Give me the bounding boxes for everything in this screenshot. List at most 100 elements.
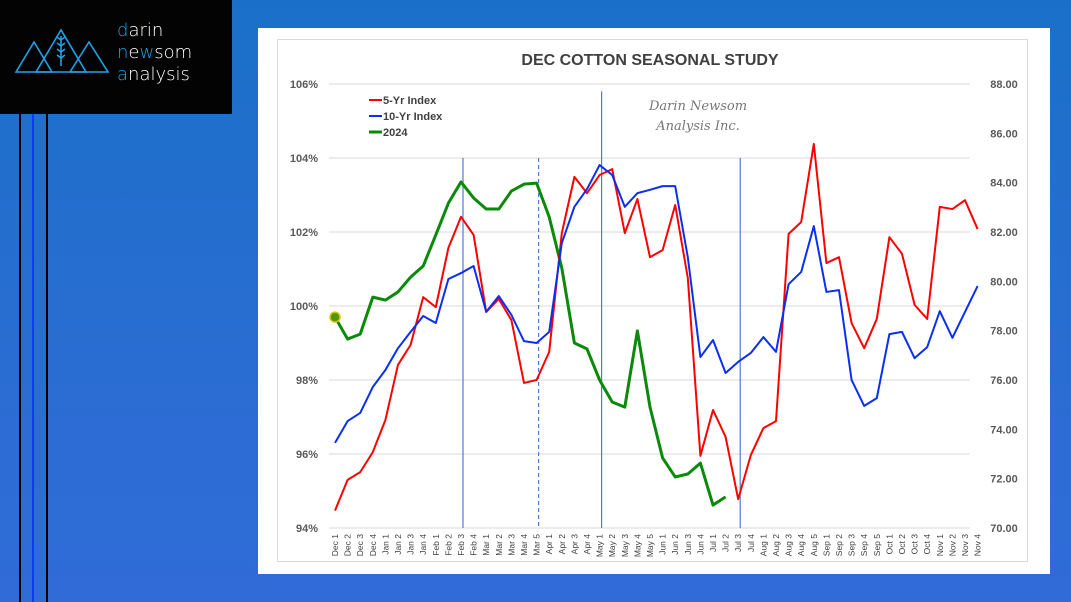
data-point-10-yr-index — [497, 295, 500, 298]
y-right-tick-label: 78.00 — [990, 326, 1018, 338]
x-tick-label: Nov 1 — [935, 534, 945, 556]
data-point-10-yr-index — [611, 174, 614, 177]
seasonal-line-chart: DEC COTTON SEASONAL STUDY Darin Newsom An… — [290, 52, 1018, 557]
data-point-5-yr-index — [724, 435, 727, 438]
data-point-10-yr-index — [447, 277, 450, 280]
data-point-5-yr-index — [863, 347, 866, 350]
x-tick-label: Aug 3 — [784, 534, 794, 556]
y-left-tick-label: 106% — [290, 79, 318, 91]
x-tick-label: Mar 5 — [532, 534, 542, 556]
data-point-10-yr-index — [812, 225, 815, 228]
watermark-line: Analysis Inc. — [655, 119, 740, 134]
logo-line-darin: darin — [117, 20, 164, 41]
data-point-5-yr-index — [371, 451, 374, 454]
data-point-2024 — [359, 333, 362, 336]
x-tick-label: Mar 4 — [519, 534, 529, 556]
data-point-2024 — [472, 196, 475, 199]
y-left-tick-label: 96% — [296, 449, 318, 461]
data-point-10-yr-index — [460, 272, 463, 275]
data-point-5-yr-index — [850, 322, 853, 325]
reference-lines — [462, 91, 741, 528]
data-point-10-yr-index — [749, 351, 752, 354]
data-point-10-yr-index — [775, 350, 778, 353]
data-point-5-yr-index — [548, 350, 551, 353]
y-right-tick-label: 86.00 — [990, 128, 1018, 140]
x-tick-label: Jun 3 — [683, 534, 693, 555]
x-tick-label: Feb 3 — [456, 534, 466, 556]
data-point-10-yr-index — [422, 314, 425, 317]
data-point-10-yr-index — [699, 356, 702, 359]
data-point-5-yr-index — [762, 427, 765, 430]
data-point-5-yr-index — [951, 208, 954, 211]
x-axis: Dec 1 Dec 2 Dec 3 Dec 4 Jan 1 Jan 2 Jan 3 Jan 4… — [330, 534, 983, 557]
data-point-10-yr-index — [661, 185, 664, 188]
x-tick-label: Dec 2 — [343, 534, 353, 556]
data-point-5-yr-index — [472, 233, 475, 236]
data-point-2024 — [346, 338, 349, 341]
x-tick-label: Dec 1 — [330, 534, 340, 556]
data-point-5-yr-index — [737, 498, 740, 501]
data-point-10-yr-index — [560, 242, 563, 245]
data-point-5-yr-index — [598, 174, 601, 177]
data-point-5-yr-index — [573, 175, 576, 178]
x-tick-label: Aug 5 — [809, 534, 819, 556]
y-axis-right: 70.00 72.00 74.00 76.00 78.00 80.00 82.00 84.00… — [990, 79, 1018, 535]
data-point-2024 — [523, 183, 526, 186]
logo: darin newsom analysis — [0, 0, 232, 114]
data-point-2024 — [447, 202, 450, 205]
x-tick-label: Sep 3 — [847, 534, 857, 556]
x-tick-label: Feb 4 — [469, 534, 479, 556]
x-tick-label: Oct 3 — [910, 534, 920, 555]
logo-line-newsom: newsom — [117, 42, 193, 63]
data-point-5-yr-index — [460, 215, 463, 218]
x-tick-label: Oct 1 — [884, 534, 894, 555]
chart-panel: DEC COTTON SEASONAL STUDY Darin Newsom An… — [258, 28, 1050, 574]
data-point-5-yr-index — [712, 408, 715, 411]
data-point-2024 — [434, 233, 437, 236]
data-point-10-yr-index — [674, 185, 677, 188]
legend: 5-Yr Index 10-Yr Index 2024 — [369, 95, 443, 139]
data-point-2024 — [712, 504, 715, 507]
data-point-5-yr-index — [560, 232, 563, 235]
data-point-10-yr-index — [598, 164, 601, 167]
data-point-5-yr-index — [523, 381, 526, 384]
y-right-tick-label: 84.00 — [990, 178, 1018, 190]
data-point-10-yr-index — [636, 192, 639, 195]
data-point-2024 — [699, 462, 702, 465]
data-point-10-yr-index — [623, 205, 626, 208]
data-point-10-yr-index — [964, 310, 967, 313]
y-left-tick-label: 94% — [296, 523, 318, 535]
series-start-marker — [329, 311, 341, 323]
data-point-10-yr-index — [485, 310, 488, 313]
x-tick-label: Jun 4 — [695, 534, 705, 555]
data-point-5-yr-index — [838, 256, 841, 259]
logo-line-analysis: analysis — [117, 64, 190, 85]
x-tick-label: Jul 2 — [721, 534, 731, 552]
data-point-2024 — [598, 379, 601, 382]
legend-label: 10-Yr Index — [383, 111, 443, 123]
data-point-5-yr-index — [875, 317, 878, 320]
x-tick-label: Jan 2 — [393, 534, 403, 555]
decorative-vertical-line — [32, 114, 34, 602]
data-point-10-yr-index — [863, 404, 866, 407]
data-point-5-yr-index — [636, 198, 639, 201]
decorative-vertical-line — [19, 114, 21, 602]
data-point-10-yr-index — [913, 357, 916, 360]
data-point-5-yr-index — [384, 418, 387, 421]
data-point-5-yr-index — [888, 236, 891, 239]
x-tick-label: Jul 3 — [733, 534, 743, 552]
data-point-5-yr-index — [926, 317, 929, 320]
data-point-10-yr-index — [838, 289, 841, 292]
watermark-line: Darin Newsom — [648, 99, 747, 114]
data-point-5-yr-index — [359, 471, 362, 474]
x-tick-label: May 1 — [595, 534, 605, 557]
data-point-2024 — [560, 267, 563, 270]
x-tick-label: May 3 — [620, 534, 630, 557]
data-point-2024 — [510, 190, 513, 193]
data-point-10-yr-index — [875, 397, 878, 400]
x-tick-label: Dec 3 — [355, 534, 365, 556]
gridlines — [329, 83, 970, 529]
data-point-5-yr-index — [623, 232, 626, 235]
data-point-5-yr-index — [611, 168, 614, 171]
x-tick-label: Apr 2 — [557, 534, 567, 555]
